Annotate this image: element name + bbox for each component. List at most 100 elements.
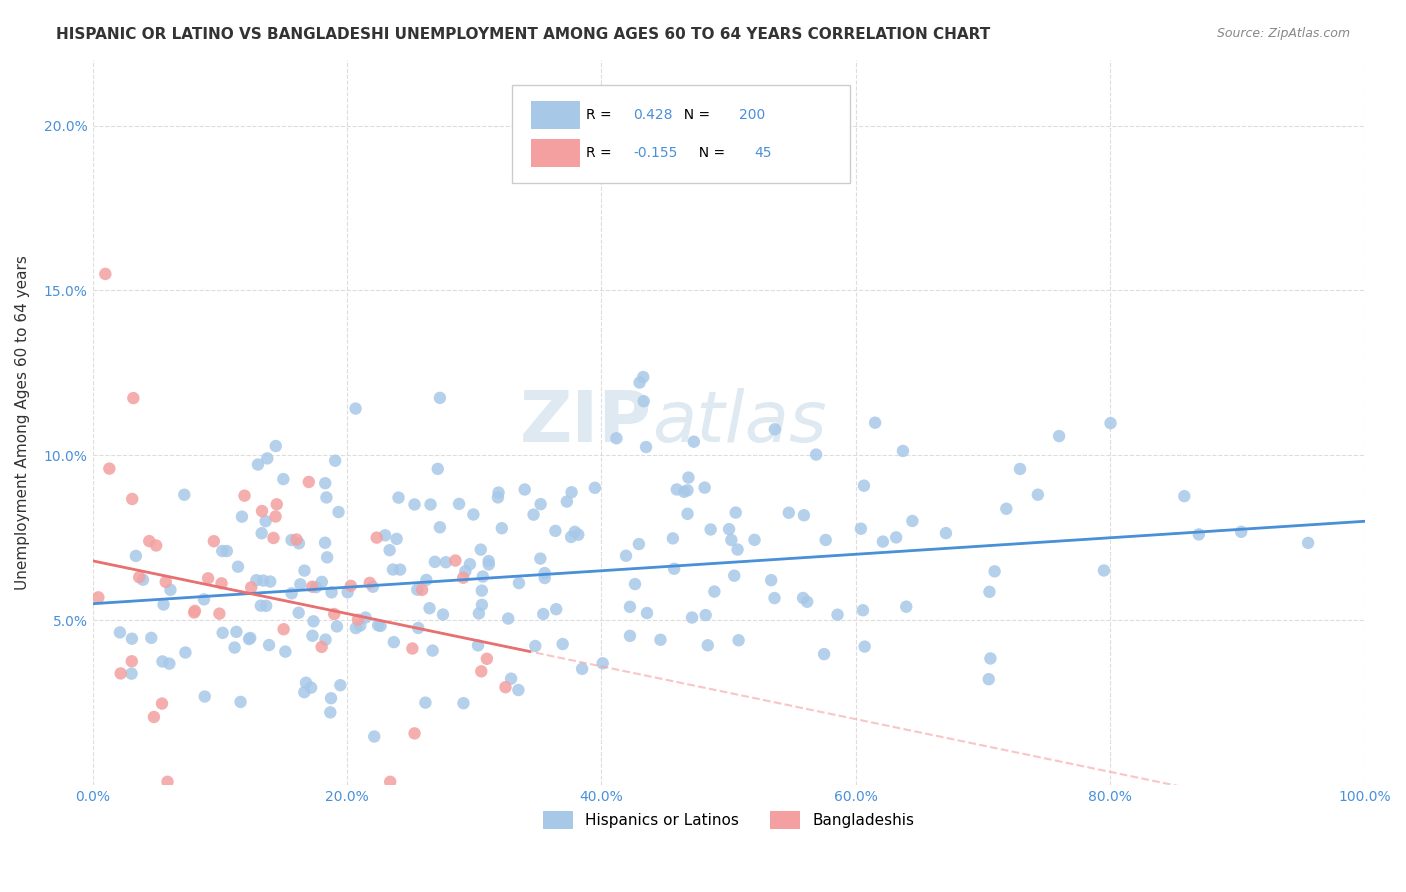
Point <box>444 553 467 567</box>
Point <box>370 619 392 633</box>
Point <box>239 631 262 645</box>
Point <box>292 685 315 699</box>
Point <box>326 619 349 633</box>
Point <box>252 574 274 588</box>
Point <box>884 530 907 544</box>
Point <box>285 533 308 547</box>
Point <box>108 625 131 640</box>
Legend: Hispanics or Latinos, Bangladeshis: Hispanics or Latinos, Bangladeshis <box>537 805 921 836</box>
Point <box>250 599 273 613</box>
Point <box>814 533 837 547</box>
Point <box>311 640 333 654</box>
Point <box>264 509 287 524</box>
Point <box>682 434 704 449</box>
Point <box>619 599 641 614</box>
Point <box>280 586 302 600</box>
Point <box>863 416 886 430</box>
Point <box>827 607 849 622</box>
Point <box>314 535 336 549</box>
Point <box>533 571 555 585</box>
Point <box>404 498 426 512</box>
Point <box>125 549 148 563</box>
Point <box>551 637 574 651</box>
Point <box>152 598 174 612</box>
Point <box>87 591 110 605</box>
Point <box>329 678 352 692</box>
Point <box>389 563 412 577</box>
Point <box>211 544 233 558</box>
Point <box>662 532 685 546</box>
Point <box>301 580 323 594</box>
Point <box>254 599 277 613</box>
Point <box>478 558 501 572</box>
Point <box>636 606 658 620</box>
Text: N =: N = <box>675 108 714 121</box>
Point <box>605 431 627 445</box>
Point <box>676 507 699 521</box>
Point <box>406 621 429 635</box>
Point <box>429 520 451 534</box>
Point <box>367 618 389 632</box>
Point <box>305 580 328 594</box>
Point <box>419 498 441 512</box>
Point <box>560 530 582 544</box>
Point <box>544 524 567 538</box>
Point <box>250 526 273 541</box>
Point <box>429 391 451 405</box>
Point <box>555 494 578 508</box>
Point <box>872 534 894 549</box>
Point <box>796 595 818 609</box>
Point <box>298 475 321 489</box>
Point <box>259 574 281 589</box>
Point <box>319 706 342 720</box>
Point <box>627 537 650 551</box>
Point <box>363 730 385 744</box>
Point <box>1099 416 1122 430</box>
Point <box>813 647 835 661</box>
Point <box>470 665 492 679</box>
Point <box>454 564 477 578</box>
Point <box>273 472 295 486</box>
Point <box>321 585 343 599</box>
Point <box>311 574 333 589</box>
Point <box>524 639 547 653</box>
Point <box>778 506 800 520</box>
Point <box>411 582 433 597</box>
Point <box>250 504 273 518</box>
Point <box>225 624 247 639</box>
Point <box>315 491 337 505</box>
Point <box>724 506 747 520</box>
Point <box>215 544 238 558</box>
Point <box>174 646 197 660</box>
Point <box>256 451 278 466</box>
Point <box>121 654 143 668</box>
Point <box>478 554 501 568</box>
Point <box>571 662 593 676</box>
Point <box>406 582 429 597</box>
Point <box>159 582 181 597</box>
Point <box>546 602 568 616</box>
Point <box>567 527 589 541</box>
Point <box>1173 489 1195 503</box>
Point <box>224 640 246 655</box>
Point <box>793 508 815 523</box>
Point <box>344 621 367 635</box>
Point <box>470 542 492 557</box>
Point <box>385 532 408 546</box>
Point <box>273 622 295 636</box>
Point <box>336 585 359 599</box>
Point <box>1230 524 1253 539</box>
Point <box>1026 488 1049 502</box>
Point <box>266 497 288 511</box>
Point <box>245 573 267 587</box>
Point <box>422 643 444 657</box>
Point <box>744 533 766 547</box>
Point <box>475 652 498 666</box>
Point <box>295 675 318 690</box>
Text: R =: R = <box>586 108 616 121</box>
Point <box>1296 536 1319 550</box>
Point <box>1092 564 1115 578</box>
Point <box>240 581 263 595</box>
Point <box>727 542 749 557</box>
Point <box>197 571 219 585</box>
